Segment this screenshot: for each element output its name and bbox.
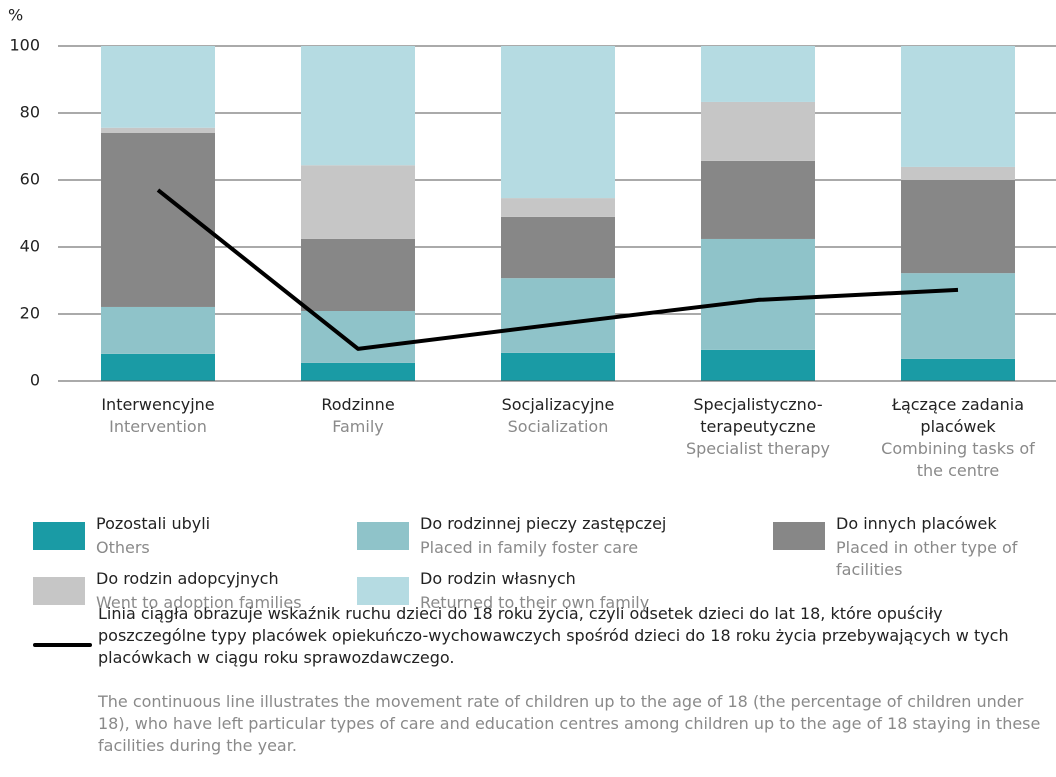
x-tick-label: Interwencyjne [101,395,215,414]
legend-label: Do rodzin własnych [420,569,576,588]
legend-label: Pozostali ubyli [96,514,211,533]
legend-label-en: Others [96,538,150,557]
chart: % 0 20 40 60 80 100 [8,6,1056,390]
legend-label: Do rodzin adopcyjnych [96,569,279,588]
y-tick-label: 100 [9,36,40,55]
x-tick-label-en: Combining tasks of the centre [881,439,1035,480]
bar-segment [701,349,815,381]
bar-segment [501,352,615,381]
y-tick-label: 20 [20,304,40,323]
note-en: The continuous line illustrates the move… [98,692,1041,755]
bar-segment [101,127,215,133]
bar-segment [701,101,815,161]
y-tick-label: 0 [30,371,40,390]
bar-segment [901,46,1015,167]
x-tick-label: Specjalistyczno-terapeutyczne [693,395,823,436]
y-tick-label: 40 [20,237,40,256]
x-tick-label-en: Specialist therapy [685,439,831,458]
legend-swatch [33,522,85,550]
bar-segment [101,353,215,381]
bar-segment [301,165,415,239]
line [156,188,959,351]
bar-segment [901,166,1015,180]
legend-label-en: Went to adoption families [96,593,302,612]
bar-segment [301,362,415,381]
bar-segment [901,180,1015,274]
x-tick-label-en: Intervention [109,417,207,436]
legend-swatch [357,522,409,550]
y-axis-label: % [8,6,23,25]
x-tick-label: Łączące zadania placówek [891,395,1025,436]
legend-swatch [357,577,409,605]
bar-segment [301,238,415,311]
legend-label-en: Returned to their own family [420,593,650,612]
bar-segment [701,160,815,239]
bar-segment [301,46,415,166]
bar-segment [101,306,215,354]
bar-segment [901,358,1015,381]
legend-swatch [773,522,825,550]
y-tick-label: 60 [20,170,40,189]
x-tick-label-en: Socialization [507,417,609,436]
x-tick-label: Socjalizacyjne [501,395,615,414]
x-tick-label-en: Family [332,417,384,436]
legend-label-en: Placed in other type of facilities [836,538,1018,579]
bar-segment [501,278,615,353]
note: Linia ciągła obrazuje wskaźnik ruchu dzi… [98,604,1009,667]
legend-label-en: Placed in family foster care [420,538,639,557]
bar-segment [701,238,815,350]
bar-segment [701,46,815,102]
legend-label: Do rodzinnej pieczy zastępczej [420,514,667,533]
bar-segment [501,46,615,199]
legend-swatch [33,577,85,605]
y-tick-label: 80 [20,103,40,122]
legend-label: Do innych placówek [836,514,997,533]
bar-segment [901,273,1015,359]
bar-segment [501,216,615,279]
legend-line [33,643,92,647]
bar-segment [101,46,215,128]
x-tick-label: Rodzinne [321,395,395,414]
bar-segment [501,198,615,217]
